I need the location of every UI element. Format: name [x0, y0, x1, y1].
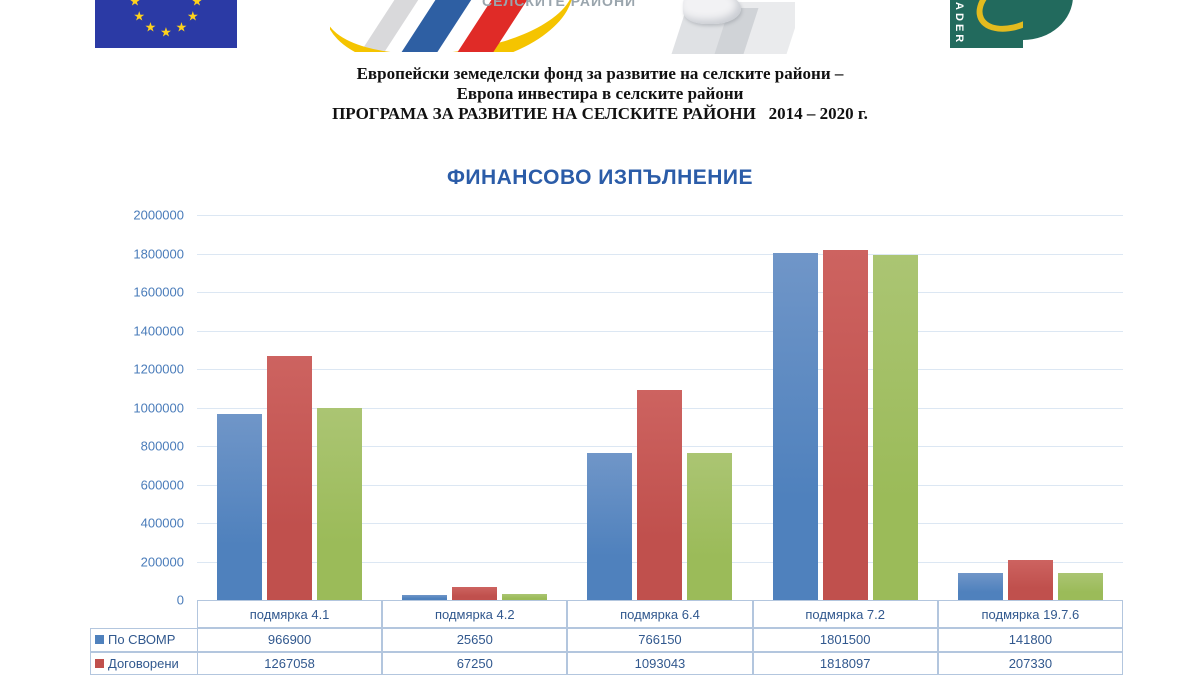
table-legend-cell: Договорени — [90, 651, 198, 675]
bar-series2-подмярка-7.2 — [822, 250, 868, 600]
eu-flag-logo: ★★★★★★★★★★★★ — [95, 0, 237, 48]
y-axis-tick-label: 1200000 — [133, 361, 184, 377]
table-value-cell: 1267058 — [197, 651, 383, 675]
gridline — [197, 253, 1123, 255]
y-axis-tick-label: 1600000 — [133, 284, 184, 300]
bar-group-подмярка-4.2 — [382, 215, 567, 600]
table-value-cell: 67250 — [382, 651, 568, 675]
bar-group-подмярка-4.1 — [197, 215, 382, 600]
eu-flag-star-icon: ★ — [175, 19, 188, 35]
gridline — [197, 215, 1123, 216]
rural-development-program-logo: СЕЛСКИТЕ РАЙОНИ — [330, 0, 642, 52]
eu-flag-star-icon: ★ — [133, 8, 145, 24]
y-axis-tick-label: 0 — [176, 592, 184, 608]
table-value-cell: 966900 — [197, 628, 383, 652]
y-axis-tick-label: 2000000 — [133, 207, 184, 223]
leader-corner-arc — [1023, 0, 1073, 40]
eu-flag-star-icon: ★ — [160, 24, 172, 39]
bar-series3-подмярка-19.7.6 — [1057, 572, 1103, 600]
y-axis-tick-label: 600000 — [140, 477, 184, 492]
bar-group-подмярка-19.7.6 — [938, 215, 1123, 600]
y-axis-tick-label: 400000 — [140, 515, 184, 531]
program-header-text: Европейски земеделски фонд за развитие н… — [0, 64, 1200, 124]
bar-series2-подмярка-4.2 — [452, 587, 498, 600]
gridline — [197, 330, 1123, 332]
glass-emblem-logo — [665, 0, 795, 58]
leader-logo-field: LEADER — [950, 0, 1085, 48]
table-value-cell: 1801500 — [752, 628, 938, 652]
bar-series1-подмярка-4.2 — [402, 595, 448, 600]
leader-logo-text: LEADER — [953, 0, 965, 46]
legend-swatch-icon — [95, 658, 104, 668]
glass-crumpled-shape — [683, 0, 741, 24]
y-axis-tick-label: 200000 — [140, 554, 184, 569]
y-axis-tick-label: 800000 — [140, 438, 184, 454]
table-category-header: подмярка 4.1 — [197, 600, 383, 628]
bar-series1-подмярка-4.1 — [217, 413, 263, 600]
bar-series3-подмярка-4.1 — [317, 407, 363, 600]
header-line-1: Европейски земеделски фонд за развитие н… — [356, 64, 844, 83]
bar-series1-подмярка-19.7.6 — [957, 572, 1003, 600]
table-category-header: подмярка 19.7.6 — [937, 600, 1123, 628]
eu-flag-field: ★★★★★★★★★★★★ — [95, 0, 237, 48]
table-category-header: подмярка 7.2 — [752, 600, 938, 628]
table-category-header: подмярка 4.2 — [382, 600, 568, 628]
table-legend-cell: По СВОМР — [90, 628, 198, 652]
eu-flag-star-icon: ★ — [191, 0, 203, 8]
leader-logo: LEADER — [950, 0, 1085, 48]
table-value-cell: 766150 — [567, 628, 753, 652]
y-axis: 2000000 1800000 1600000 1400000 1200000 10000… — [0, 208, 184, 608]
bar-series3-подмярка-6.4 — [687, 452, 733, 600]
bar-series3-подмярка-4.2 — [502, 594, 548, 600]
bar-series3-подмярка-7.2 — [872, 255, 918, 600]
chart-title: ФИНАНСОВО ИЗПЪЛНЕНИЕ — [446, 166, 754, 189]
table-value-cell: 1093043 — [567, 651, 753, 675]
bar-group-подмярка-7.2 — [753, 215, 938, 600]
bar-series1-подмярка-6.4 — [587, 452, 633, 600]
legend-series-label: Договорени — [108, 655, 179, 671]
legend-series-label: По СВОМР — [108, 632, 176, 648]
prsr-caption-text: СЕЛСКИТЕ РАЙОНИ — [482, 0, 637, 9]
header-line-3: ПРОГРАМА ЗА РАЗВИТИЕ НА СЕЛСКИТЕ РАЙОНИ … — [332, 104, 868, 123]
bar-series2-подмярка-19.7.6 — [1007, 560, 1053, 600]
eu-flag-star-icon: ★ — [187, 8, 199, 24]
leader-corner-white — [1023, 0, 1085, 48]
legend-swatch-icon — [95, 635, 104, 645]
table-value-cell: 1818097 — [752, 651, 938, 675]
table-value-cell: 207330 — [937, 651, 1123, 675]
table-value-cell: 25650 — [382, 628, 568, 652]
bar-series2-подмярка-6.4 — [637, 389, 683, 600]
y-axis-tick-label: 1000000 — [133, 400, 184, 415]
eu-flag-star-icon: ★ — [144, 19, 157, 35]
bar-series1-подмярка-7.2 — [772, 253, 818, 600]
y-axis-tick-label: 1800000 — [133, 246, 184, 261]
gridline — [197, 292, 1123, 293]
header-line-2: Европа инвестира в селските райони — [456, 84, 744, 103]
bar-series2-подмярка-4.1 — [267, 356, 313, 600]
table-category-header: подмярка 6.4 — [567, 600, 753, 628]
table-value-cell: 141800 — [937, 628, 1123, 652]
eu-flag-star-icon: ★ — [129, 0, 141, 8]
bar-group-подмярка-6.4 — [567, 215, 752, 600]
gridline — [197, 369, 1123, 370]
chart-plot-area — [197, 215, 1123, 600]
y-axis-tick-label: 1400000 — [133, 323, 184, 338]
